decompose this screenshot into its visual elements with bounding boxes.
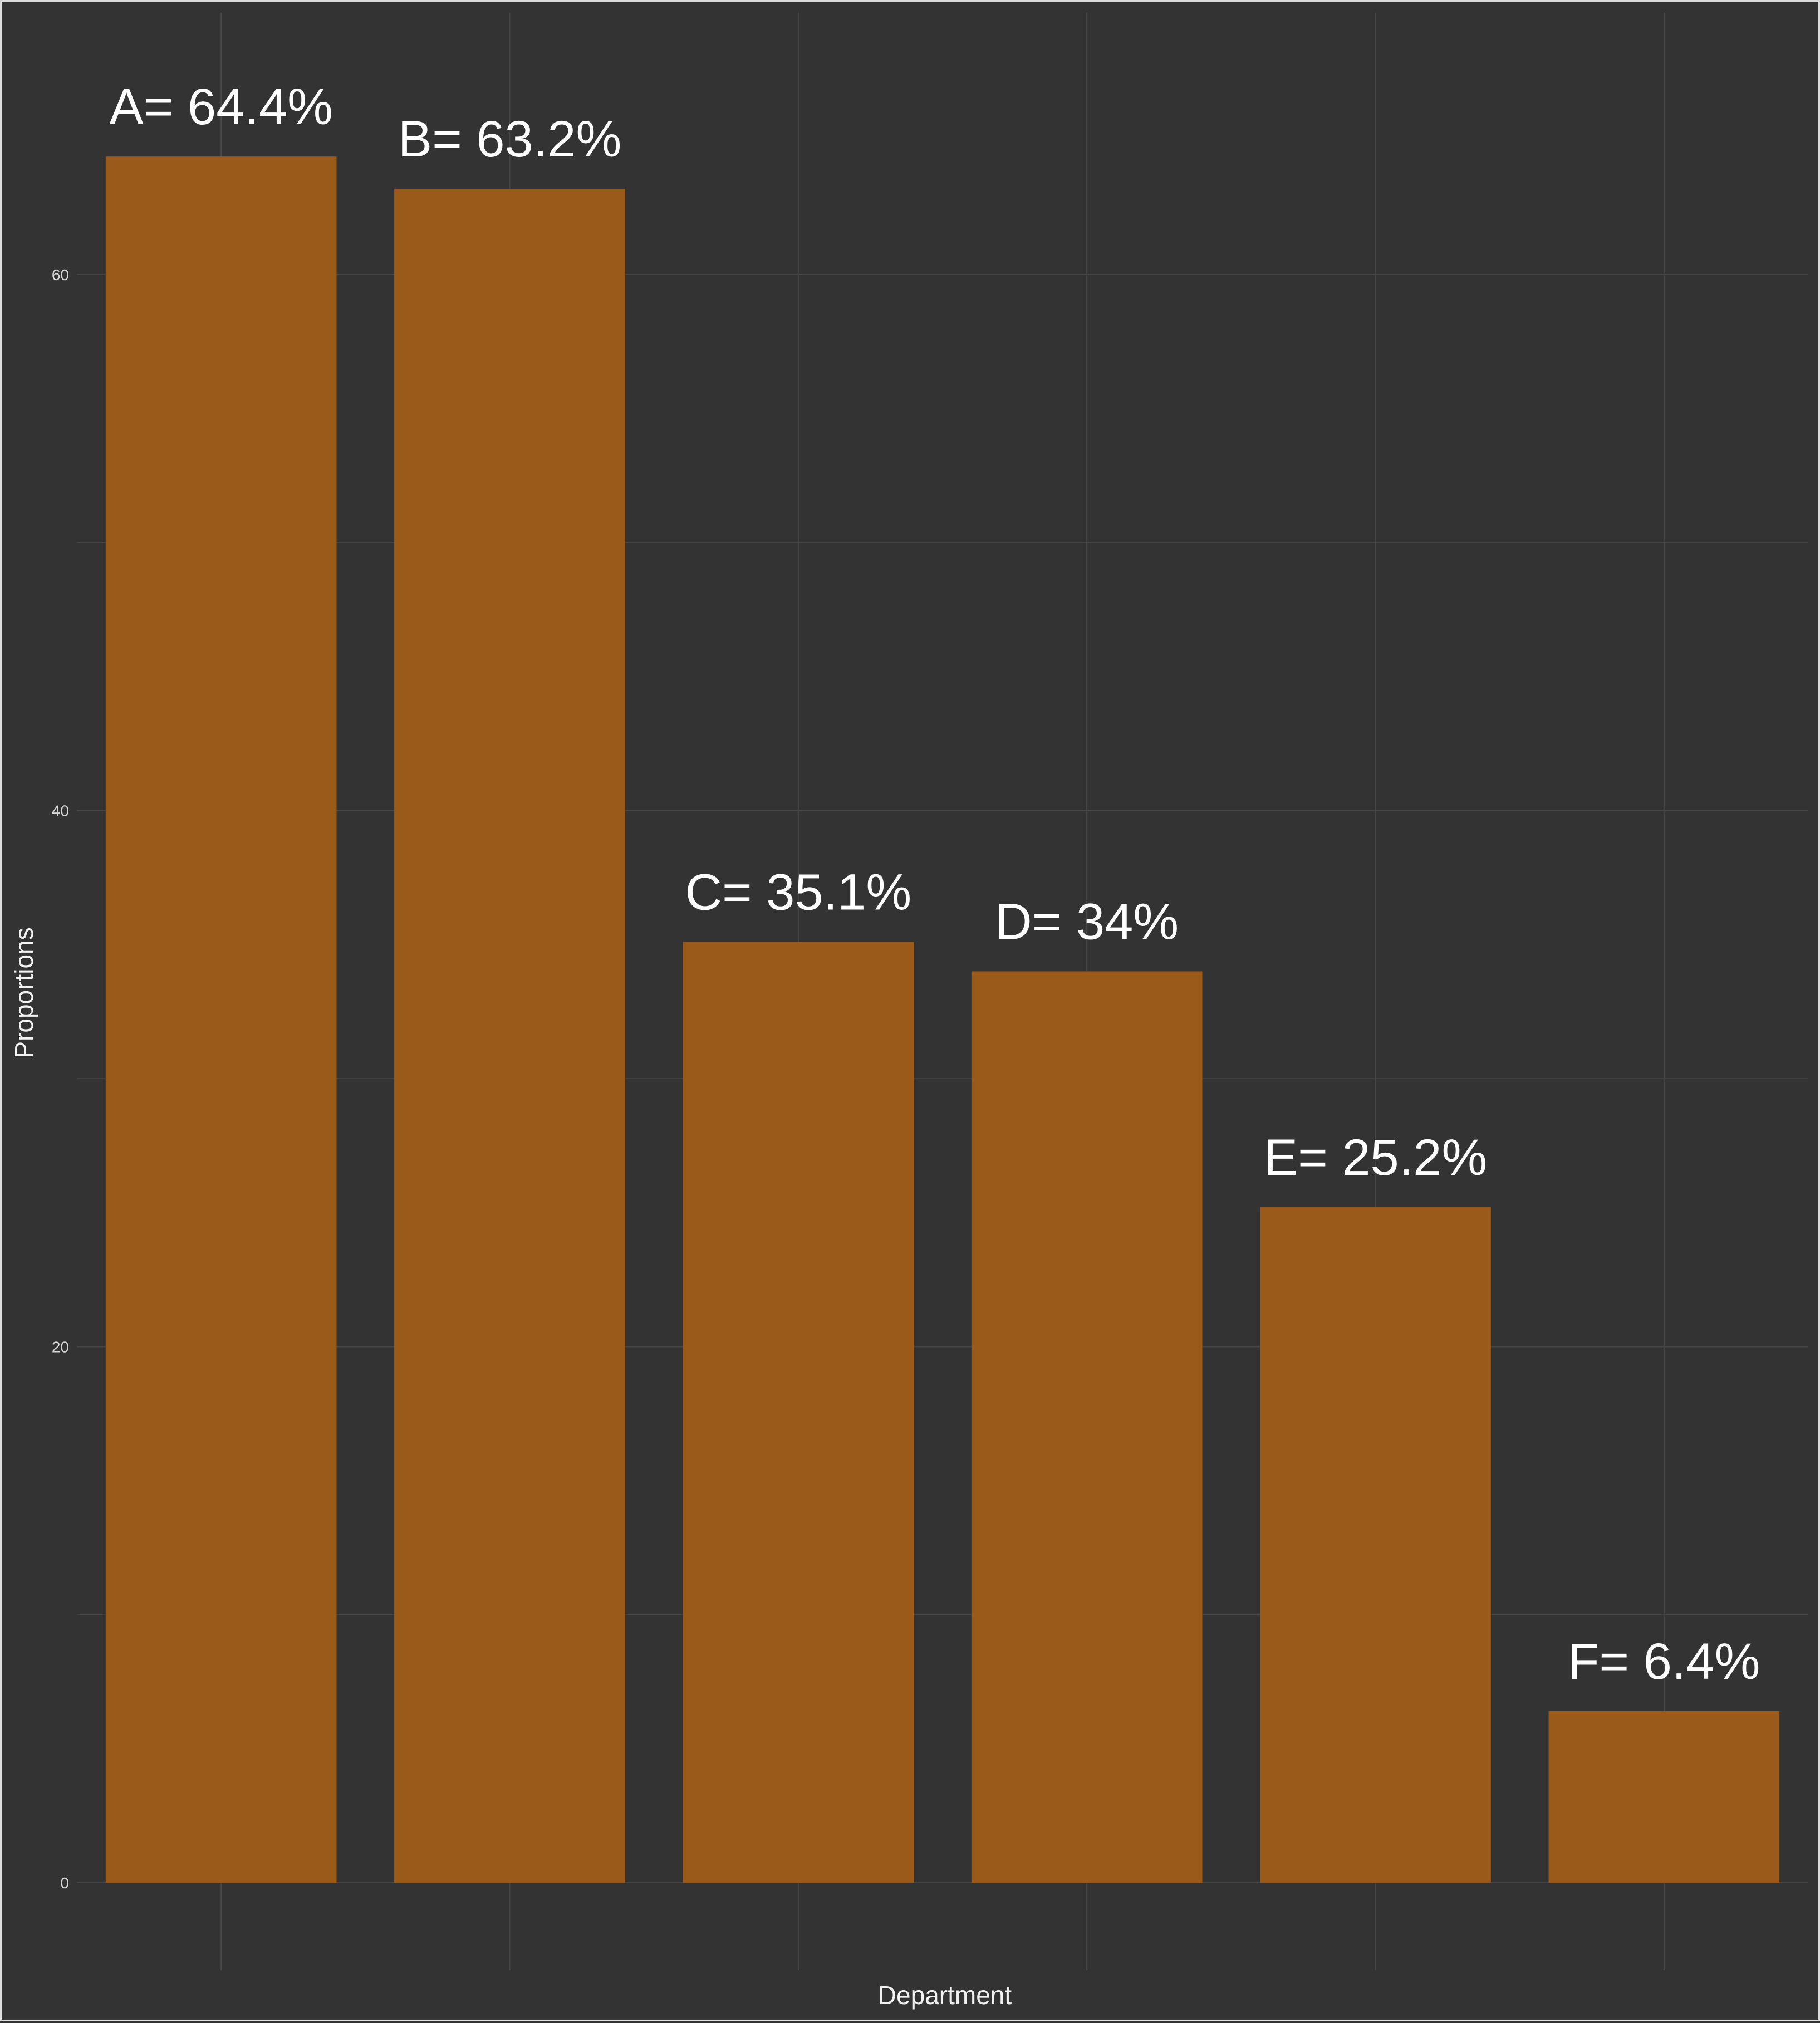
y-tick-label: 0 — [60, 1874, 69, 1892]
y-tick-label: 40 — [52, 802, 69, 820]
bar-b — [394, 188, 625, 1883]
y-tick-label: 20 — [52, 1338, 69, 1355]
y-axis-title: Proportions — [9, 927, 38, 1058]
bar-d — [971, 971, 1203, 1883]
x-axis-title: Department — [878, 1981, 1012, 2010]
y-axis-ticks: 0 20 40 60 — [52, 266, 69, 1892]
bar-c — [683, 942, 914, 1883]
bar-label-d: D= 34% — [995, 893, 1179, 950]
y-tick-label: 60 — [52, 266, 69, 283]
bar-label-a: A= 64.4% — [109, 79, 333, 135]
bar-a — [105, 156, 337, 1883]
bar-f — [1548, 1711, 1780, 1883]
bar-label-b: B= 63.2% — [398, 111, 622, 168]
bar-label-c: C= 35.1% — [685, 864, 912, 921]
bar-e — [1260, 1207, 1491, 1883]
bar-value-labels: A= 64.4% B= 63.2% C= 35.1% D= 34% E= 25.2% F=… — [109, 79, 1760, 1690]
bars — [105, 156, 1780, 1883]
bar-label-e: E= 25.2% — [1264, 1129, 1488, 1186]
bar-label-f: F= 6.4% — [1568, 1633, 1760, 1690]
